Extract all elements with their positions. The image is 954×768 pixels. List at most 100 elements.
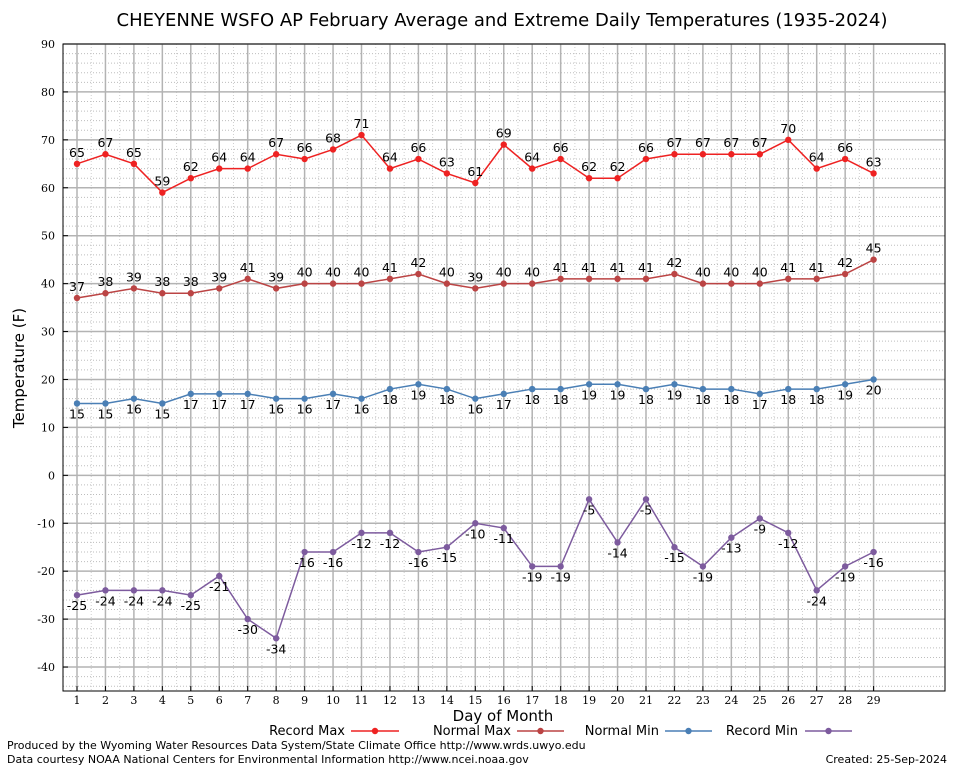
data-label-normal-min: 16 <box>268 402 284 417</box>
data-point-normal-max <box>841 270 849 278</box>
data-point-normal-max <box>130 285 138 292</box>
data-label-normal-max: 42 <box>666 255 682 270</box>
data-point-record-min <box>585 496 593 503</box>
data-label-normal-min: 15 <box>154 406 170 421</box>
created-date: Created: 25-Sep-2024 <box>826 753 947 766</box>
data-label-normal-max: 40 <box>496 265 512 280</box>
x-tick-label: 14 <box>440 694 454 707</box>
data-label-record-max: 64 <box>240 150 256 165</box>
data-point-record-max <box>102 151 109 158</box>
y-tick-label: -10 <box>37 517 55 530</box>
data-point-record-min <box>756 515 763 522</box>
data-point-normal-min <box>699 385 707 393</box>
legend-label-record-min: Record Min <box>726 724 798 739</box>
x-tick-label: 22 <box>667 694 681 707</box>
data-point-record-max <box>472 179 479 187</box>
data-point-normal-max <box>386 275 394 283</box>
data-label-normal-max: 39 <box>126 269 142 284</box>
data-label-record-max: 63 <box>439 154 455 169</box>
data-label-record-min: -21 <box>209 579 229 594</box>
data-point-record-min <box>642 496 650 503</box>
series-record-min: -25 -24 -24 -24 -25-21-30-34-16 -16-12 -12-16-… <box>67 496 884 656</box>
x-tick-label: 1 <box>74 694 81 707</box>
data-point-record-max <box>216 165 223 172</box>
data-point-record-min <box>187 591 194 599</box>
x-tick-label: 20 <box>611 694 625 707</box>
data-point-normal-min <box>244 390 251 398</box>
data-point-record-max <box>301 155 308 163</box>
data-label-record-min: -19 <box>550 569 570 584</box>
data-label-record-max: 63 <box>866 154 882 169</box>
data-label-record-min: -15 <box>664 550 684 565</box>
data-label-record-max: 68 <box>325 130 341 145</box>
data-point-normal-max <box>529 280 536 287</box>
data-point-record-max <box>585 174 593 182</box>
data-point-normal-max <box>358 280 365 287</box>
series-record-max: 65 67 65 59 62 64 64 67 66 68 71 64 66 63 61 69 64 66 62 62… <box>69 116 882 196</box>
data-point-normal-min <box>73 400 81 407</box>
data-point-normal-min <box>841 381 849 388</box>
data-label-record-min: -5 <box>640 502 652 517</box>
data-label-record-min: -10 <box>465 526 485 541</box>
data-label-record-min: -19 <box>835 569 855 584</box>
data-point-record-min <box>472 520 479 527</box>
data-label-normal-min: 16 <box>297 402 313 417</box>
data-label-normal-max: 37 <box>69 279 85 294</box>
y-tick-label: 90 <box>41 38 55 51</box>
data-label-normal-min: 19 <box>837 387 853 402</box>
data-label-record-min: -25 <box>181 598 201 613</box>
data-label-normal-max: 41 <box>240 260 256 275</box>
data-point-normal-max <box>500 280 507 287</box>
data-label-normal-max: 39 <box>211 269 227 284</box>
data-label-normal-min: 17 <box>183 397 199 412</box>
data-point-normal-min <box>415 381 422 388</box>
data-label-record-min: -16 <box>294 555 314 570</box>
data-label-normal-max: 41 <box>382 260 398 275</box>
data-label-record-max: 65 <box>126 145 142 160</box>
y-tick-label: 50 <box>41 230 55 243</box>
data-point-record-max <box>699 151 707 158</box>
x-tick-label: 24 <box>724 694 738 707</box>
data-label-record-max: 66 <box>410 140 426 155</box>
data-label-normal-min: 18 <box>780 392 796 407</box>
data-point-record-min <box>671 544 678 551</box>
data-point-normal-max <box>671 270 678 278</box>
series-layer: 65 67 65 59 62 64 64 67 66 68 71 64 66 63 61 69 64 66 62 62… <box>67 116 884 656</box>
data-label-normal-max: 38 <box>154 274 170 289</box>
y-tick-label: 30 <box>41 326 55 339</box>
data-point-record-max <box>386 165 394 172</box>
x-tick-label: 9 <box>301 694 308 707</box>
x-tick-label: 13 <box>411 694 425 707</box>
data-point-record-min <box>415 548 422 556</box>
data-label-record-max: 67 <box>666 135 682 150</box>
data-point-normal-max <box>813 275 820 283</box>
data-point-normal-max <box>272 285 280 292</box>
data-point-record-max <box>557 155 564 163</box>
x-tick-label: 16 <box>497 694 511 707</box>
data-label-normal-max: 40 <box>752 265 768 280</box>
data-label-record-min: -34 <box>266 641 286 656</box>
data-label-normal-min: 17 <box>325 397 341 412</box>
data-point-record-max <box>187 174 194 182</box>
data-point-record-min <box>500 524 507 532</box>
data-point-normal-min <box>443 385 451 393</box>
data-point-normal-max <box>756 280 763 287</box>
data-label-normal-min: 18 <box>638 392 654 407</box>
data-point-record-min <box>785 529 792 537</box>
data-label-record-max: 67 <box>752 135 768 150</box>
data-point-normal-max <box>472 285 479 292</box>
legend-label-normal-max: Normal Max <box>433 724 511 739</box>
data-point-record-max <box>443 170 451 177</box>
data-point-record-max <box>272 151 280 158</box>
data-point-record-min <box>728 534 735 541</box>
grid <box>63 43 945 691</box>
x-tick-label: 21 <box>639 694 653 707</box>
data-label-normal-min: 18 <box>382 392 398 407</box>
data-point-record-min <box>614 539 621 546</box>
data-label-record-max: 64 <box>211 150 227 165</box>
data-label-normal-max: 41 <box>638 260 654 275</box>
credit-line-1: Produced by the Wyoming Water Resources … <box>7 739 586 752</box>
y-tick-label: 80 <box>41 86 55 99</box>
x-tick-label: 2 <box>102 694 109 707</box>
